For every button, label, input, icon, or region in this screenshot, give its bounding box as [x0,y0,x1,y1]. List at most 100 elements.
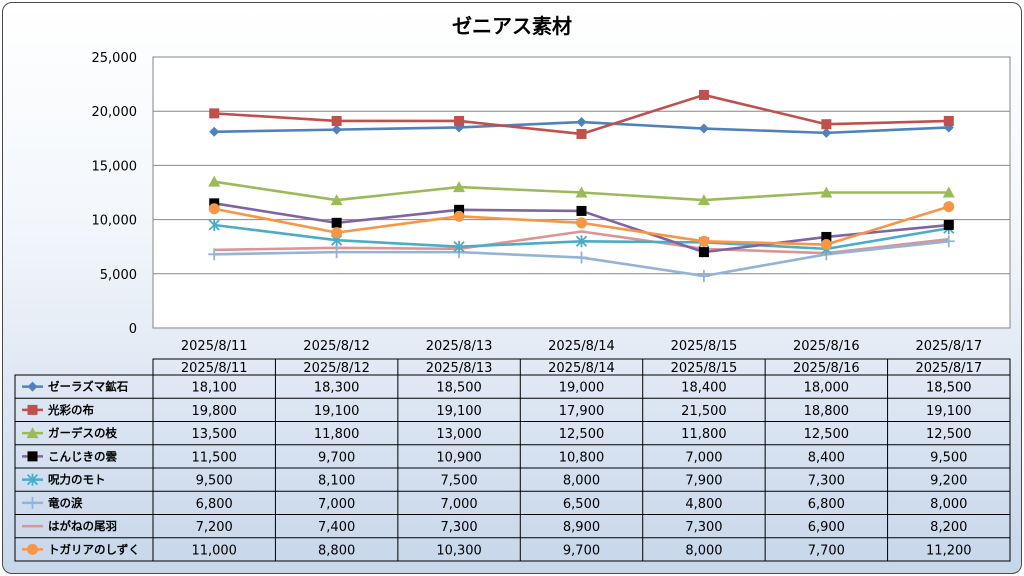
point-marker [26,473,39,486]
point-marker [820,186,833,198]
point-marker [26,496,39,509]
point-marker [821,231,832,242]
table-cell: 6,900 [808,520,845,535]
table-cell: 10,300 [436,543,482,558]
legend-label: トガリアのしずく [48,542,140,556]
table-cell: 12,500 [926,427,972,442]
y-tick-label: 15,000 [92,159,138,174]
table-header-cell: 2025/8/12 [303,361,370,376]
table-cell: 11,000 [191,543,237,558]
point-marker [820,239,832,251]
point-marker [208,175,221,187]
legend-label: ガーデスの枝 [48,426,117,440]
legend-label: はがねの尾羽 [48,519,117,533]
point-marker [454,204,465,215]
y-tick-label: 20,000 [92,105,138,120]
y-tick-label: 5,000 [100,268,137,283]
x-tick-label: 2025/8/15 [671,339,738,354]
table-cell: 8,900 [563,520,600,535]
table-cell: 8,100 [318,474,355,489]
table-cell: 10,800 [559,450,605,465]
point-marker [209,108,220,119]
table-cell: 8,000 [563,474,600,489]
legend-key [22,473,43,486]
table-cell: 7,300 [808,474,845,489]
table-cell: 19,100 [314,404,360,419]
point-marker [576,128,587,139]
legend-label: 光彩の布 [47,403,94,417]
point-marker [331,217,342,228]
point-marker [943,220,954,231]
table-header-cell: 2025/8/17 [915,361,982,376]
point-marker [576,217,587,229]
table-cell: 8,800 [318,543,355,558]
legend-label: こんじきの雲 [48,449,117,463]
table-cell: 11,200 [926,543,972,558]
point-marker [698,235,710,247]
table-cell: 18,800 [804,404,850,419]
table-header-cell: 2025/8/16 [793,361,860,376]
table-cell: 7,000 [685,450,722,465]
table-cell: 13,000 [436,427,482,442]
point-marker [208,203,220,215]
data-table: 2025/8/11 2025/8/12 2025/8/13 2025/8/14 2025… [14,358,1011,562]
series-2 [209,89,954,139]
table-cell: 6,800 [808,497,845,512]
table-cell: 11,800 [314,427,360,442]
point-marker [698,89,709,100]
table-cell: 6,800 [196,497,233,512]
legend-label: 竜の涙 [48,496,83,510]
table-cell: 18,300 [314,381,360,396]
point-marker [698,123,709,134]
x-tick-label: 2025/8/11 [181,339,248,354]
point-marker [697,194,710,206]
table-cell: 7,000 [440,497,477,512]
x-tick-label: 2025/8/13 [426,339,493,354]
y-tick-label: 0 [129,322,137,337]
series-8 [208,201,955,251]
table-cell: 18,500 [926,381,972,396]
point-marker [26,427,39,439]
point-marker [27,381,38,392]
table-cell: 4,800 [685,497,722,512]
table-cell: 11,500 [191,450,237,465]
table-cell: 19,100 [926,404,972,419]
chart-title: ゼニアス素材 [452,14,572,38]
x-tick-label: 2025/8/17 [915,339,982,354]
table-cell: 7,300 [685,520,722,535]
table-header-cell: 2025/8/13 [426,361,493,376]
point-marker [575,235,588,248]
point-marker [27,451,38,462]
point-marker [330,194,343,206]
point-marker [821,119,832,130]
point-marker [821,127,832,138]
point-marker [575,251,588,264]
table-cell: 9,500 [930,450,967,465]
legend-label: 呪力のモト [48,473,106,487]
y-axis: 0 5,000 10,000 15,000 20,000 25,000 [92,51,138,337]
legend-key [22,451,43,462]
point-marker [576,117,587,128]
table-cell: 19,100 [436,404,482,419]
x-tick-label: 2025/8/14 [548,339,615,354]
legend-key [22,381,43,392]
x-tick-label: 2025/8/12 [303,339,370,354]
point-marker [943,115,954,126]
y-tick-label: 10,000 [92,214,138,229]
legend-key [22,543,43,555]
table-cell: 18,400 [681,381,727,396]
point-marker [943,201,955,213]
table-cell: 8,000 [930,497,967,512]
grid-lines [153,56,1010,329]
series-3 [208,175,955,206]
table-cell: 7,000 [318,497,355,512]
point-marker [331,115,342,126]
table-cell: 7,500 [440,474,477,489]
point-marker [454,115,465,126]
point-marker [27,404,38,415]
table-cell: 19,800 [191,404,237,419]
table-cell: 12,500 [804,427,850,442]
table-cell: 7,300 [440,520,477,535]
table-cell: 7,200 [196,520,233,535]
x-tick-label: 2025/8/16 [793,339,860,354]
